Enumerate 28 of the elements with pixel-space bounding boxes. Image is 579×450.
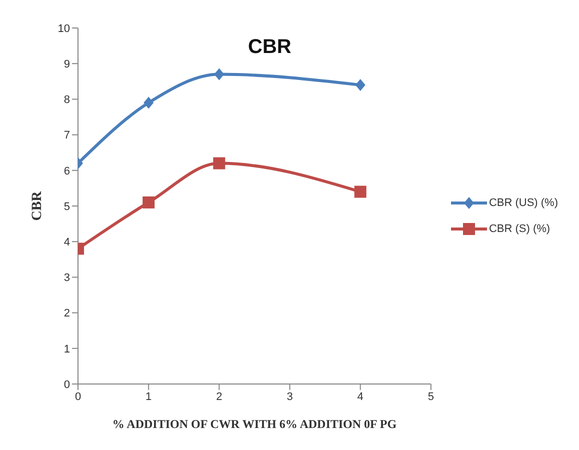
y-axis-title: CBR	[30, 190, 45, 221]
point	[355, 78, 366, 91]
y-tick-label: 2	[64, 308, 70, 320]
y-tick-label: 1	[64, 343, 70, 356]
x-tick-label: 1	[146, 390, 152, 403]
y-tick-label: 7	[64, 130, 70, 142]
x-tick-label: 2	[216, 390, 222, 403]
point	[213, 157, 226, 170]
y-tick-label: 5	[64, 200, 70, 213]
point	[354, 186, 366, 198]
y-tick-label: 0	[64, 378, 70, 391]
point	[142, 196, 155, 208]
x-axis-title: % ADDITION OF CWR WITH 6% ADDITION 0F PG	[112, 417, 397, 431]
y-tick-label: 4	[64, 236, 70, 249]
x-tick-label: 0	[74, 390, 82, 403]
point	[144, 96, 154, 109]
x-tick-label: 4	[357, 390, 364, 403]
y-tick-label: 8	[64, 94, 70, 106]
legend-label: CBR (S) (%)	[488, 223, 550, 235]
point	[214, 68, 224, 80]
y-tick-label: 3	[64, 272, 70, 284]
x-tick-label: 3	[286, 390, 293, 403]
chart-title: CBR	[248, 36, 292, 59]
y-tick-label: 10	[58, 22, 70, 35]
legend-label: CBR (US) (%)	[488, 197, 558, 209]
y-tick-label: 9	[64, 58, 70, 71]
x-tick-label: 5	[428, 390, 434, 403]
y-tick-label: 6	[64, 165, 70, 178]
